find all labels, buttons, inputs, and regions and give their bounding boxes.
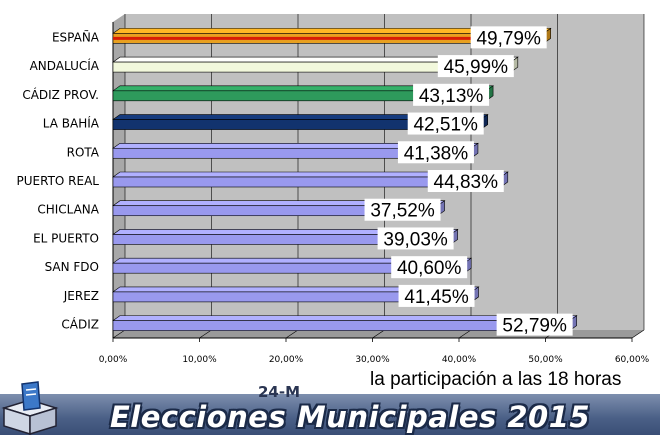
- value-label: 40,60%: [397, 258, 462, 279]
- bar: [112, 200, 446, 217]
- value-label-box: [391, 256, 468, 279]
- gridline-floor: [458, 329, 472, 339]
- value-label-box: [397, 141, 474, 164]
- x-tick-label: 0,00%: [99, 355, 128, 365]
- value-label: 45,99%: [444, 57, 509, 78]
- banner-title: Elecciones Municipales 2015: [110, 400, 591, 434]
- value-label: 49,79%: [476, 28, 541, 49]
- value-label-box: [398, 284, 475, 307]
- x-tick-label: 40,00%: [442, 355, 477, 365]
- category-label: CÁDIZ PROV.: [22, 87, 99, 102]
- category-label: EL PUERTO: [33, 231, 99, 245]
- category-label: ESPAÑA: [52, 29, 100, 44]
- x-tick-label: 10,00%: [182, 355, 217, 365]
- category-label: JEREZ: [63, 289, 99, 303]
- x-tick-label: 20,00%: [269, 355, 304, 365]
- value-label-box: [437, 55, 514, 78]
- value-label: 42,51%: [413, 115, 478, 136]
- x-tick-label: 30,00%: [355, 355, 390, 365]
- gridline-floor: [372, 329, 385, 339]
- value-label: 44,83%: [434, 172, 499, 193]
- x-tick-label: 60,00%: [615, 355, 650, 365]
- bar: [112, 56, 519, 73]
- category-label: ROTA: [67, 145, 100, 159]
- gridline-floor: [285, 329, 299, 339]
- value-label: 52,79%: [502, 316, 567, 337]
- gridline-floor: [631, 329, 645, 339]
- value-label-box: [413, 83, 490, 106]
- category-label: SAN FDO: [45, 260, 99, 274]
- value-label: 39,03%: [383, 229, 448, 250]
- election-tag: 24-M: [258, 383, 301, 401]
- ballot-box-icon: [1, 381, 59, 435]
- value-label-box: [496, 313, 573, 336]
- footer-banner: [0, 394, 660, 435]
- value-label: 41,38%: [404, 143, 469, 164]
- x-tick-label: 50,00%: [528, 355, 563, 365]
- value-label-box: [377, 227, 454, 250]
- value-label: 43,13%: [419, 86, 484, 107]
- category-label: CHICLANA: [37, 203, 99, 217]
- value-label: 41,45%: [404, 287, 469, 308]
- value-label-box: [470, 26, 547, 49]
- category-label: PUERTO REAL: [17, 174, 100, 188]
- chart-subtitle: la participación a las 18 horas: [370, 369, 622, 390]
- gridline-floor: [112, 329, 126, 339]
- gridline-floor: [199, 329, 212, 339]
- value-label-box: [407, 112, 484, 135]
- value-label-box: [364, 198, 441, 221]
- turnout-bar-chart: 0,00% 10,00% 20,00% 30,00% 40,00% 50,00% 60,00…: [17, 14, 650, 365]
- bar: [112, 171, 509, 188]
- bar: [112, 27, 552, 44]
- value-label: 37,52%: [370, 201, 435, 222]
- bar: [112, 286, 480, 303]
- category-label: ANDALUCÍA: [30, 58, 100, 73]
- value-label-box: [427, 170, 504, 192]
- bar: [112, 113, 489, 131]
- category-label: CÁDIZ: [61, 317, 99, 332]
- category-label: LA BAHÍA: [43, 116, 100, 131]
- bar: [112, 142, 479, 159]
